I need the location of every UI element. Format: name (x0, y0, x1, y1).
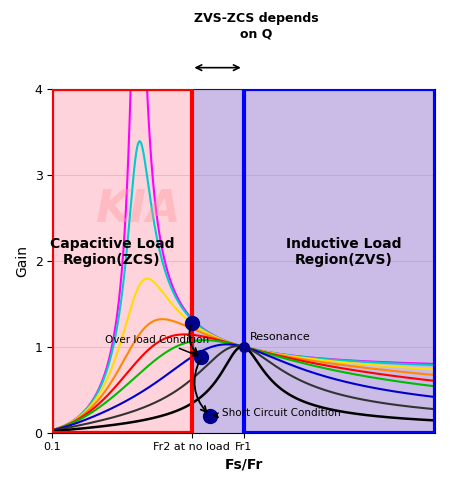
Bar (52, 89, 192, 433)
Text: ZVS-ZCS depends
on Q: ZVS-ZCS depends on Q (194, 12, 319, 40)
Text: Over load Condition: Over load Condition (105, 335, 210, 356)
Text: Resonance: Resonance (250, 332, 311, 342)
Y-axis label: Gain: Gain (15, 245, 29, 277)
Bar (192, 89, 435, 433)
X-axis label: Fs/Fr: Fs/Fr (225, 458, 263, 472)
Text: Short Circuit Condition: Short Circuit Condition (214, 408, 341, 417)
Bar (243, 89, 435, 433)
Text: Capacitive Load
Region(ZCS): Capacitive Load Region(ZCS) (50, 237, 174, 267)
Text: Inductive Load
Region(ZVS): Inductive Load Region(ZVS) (286, 237, 401, 267)
Bar (52, 89, 435, 433)
Text: KIA: KIA (94, 188, 180, 231)
